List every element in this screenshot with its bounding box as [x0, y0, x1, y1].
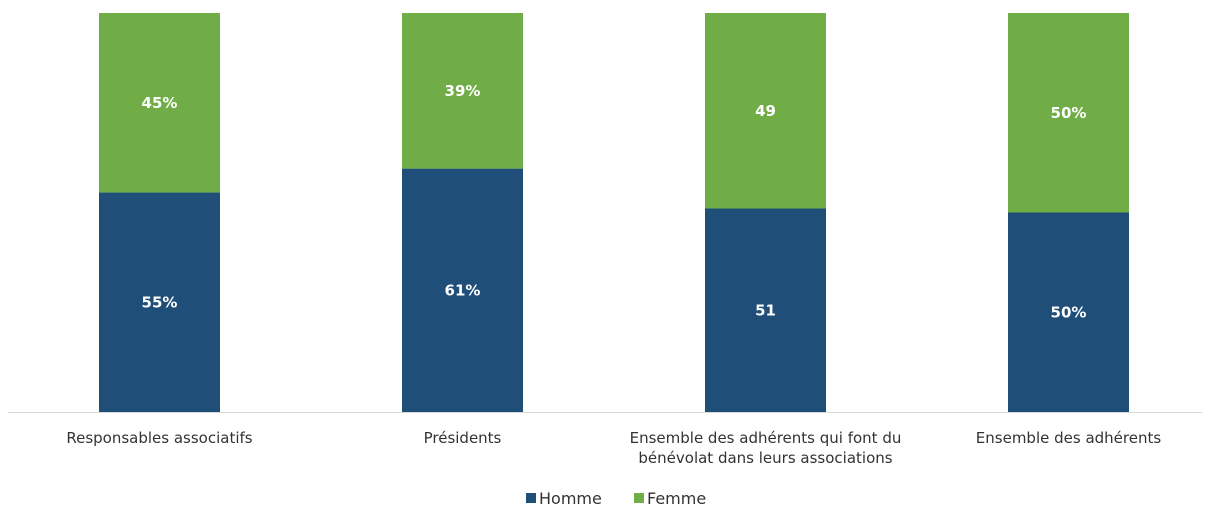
data-label-femme-3: 50%	[1051, 104, 1087, 122]
bar-femme-0	[99, 13, 220, 193]
bar-femme-3	[1008, 13, 1129, 213]
data-label-homme-1: 61%	[445, 281, 481, 299]
bar-homme-3	[1008, 212, 1129, 412]
data-label-homme-3: 50%	[1051, 303, 1087, 321]
category-label-1: Présidents	[424, 429, 502, 447]
legend-label-femme: Femme	[647, 489, 706, 507]
legend-label-homme: Homme	[539, 489, 602, 507]
data-label-femme-1: 39%	[445, 82, 481, 100]
bar-homme-2	[705, 208, 826, 412]
legend-swatch-homme	[526, 493, 536, 503]
bar-femme-1	[402, 13, 523, 169]
category-label-0: Responsables associatifs	[66, 429, 252, 447]
legend: Homme Femme	[526, 489, 706, 507]
data-label-femme-2: 49	[755, 102, 776, 120]
category-label-2: Ensemble des adhérents qui font du	[630, 429, 902, 447]
bar-femme-2	[705, 13, 826, 209]
category-label-2: bénévolat dans leurs associations	[638, 449, 892, 467]
data-label-homme-0: 55%	[142, 293, 178, 311]
category-label-3: Ensemble des adhérents	[976, 429, 1162, 447]
data-label-homme-2: 51	[755, 301, 776, 319]
category-labels: Responsables associatifs Présidents Ensemb…	[66, 429, 1161, 467]
bar-homme-1	[402, 168, 523, 412]
data-label-femme-0: 45%	[142, 94, 178, 112]
bars-group: 55% 45% 61% 39% 51 49 50% 50%	[99, 13, 1129, 412]
bar-homme-0	[99, 192, 220, 412]
legend-swatch-femme	[634, 493, 644, 503]
